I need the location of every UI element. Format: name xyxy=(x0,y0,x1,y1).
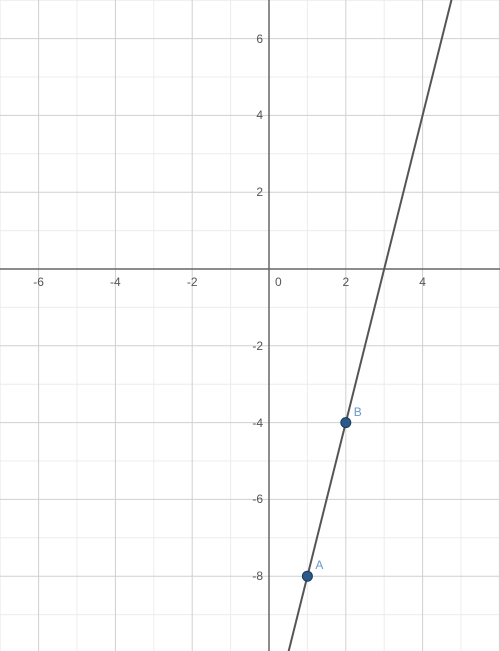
y-tick-label: 2 xyxy=(256,185,263,199)
origin-label: 0 xyxy=(275,275,282,289)
line-chart: -6 -4 -2 2 4 -8 -6 -4 -2 2 4 6 0 A B xyxy=(0,0,500,651)
y-tick-label: 6 xyxy=(256,32,263,46)
point-B xyxy=(341,418,351,428)
y-tick-label: -4 xyxy=(252,416,263,430)
point-label-B: B xyxy=(354,405,362,419)
y-tick-label: 4 xyxy=(256,108,263,122)
x-tick-label: 4 xyxy=(419,275,426,289)
x-tick-label: -2 xyxy=(187,275,198,289)
point-label-A: A xyxy=(315,558,323,572)
y-tick-label: -6 xyxy=(252,492,263,506)
point-A xyxy=(302,571,312,581)
plotted-line xyxy=(279,0,461,651)
y-tick-label: -2 xyxy=(252,339,263,353)
x-tick-label: -6 xyxy=(33,275,44,289)
y-tick-label: -8 xyxy=(252,569,263,583)
chart-svg xyxy=(0,0,500,651)
x-tick-label: 2 xyxy=(342,275,349,289)
x-tick-label: -4 xyxy=(110,275,121,289)
